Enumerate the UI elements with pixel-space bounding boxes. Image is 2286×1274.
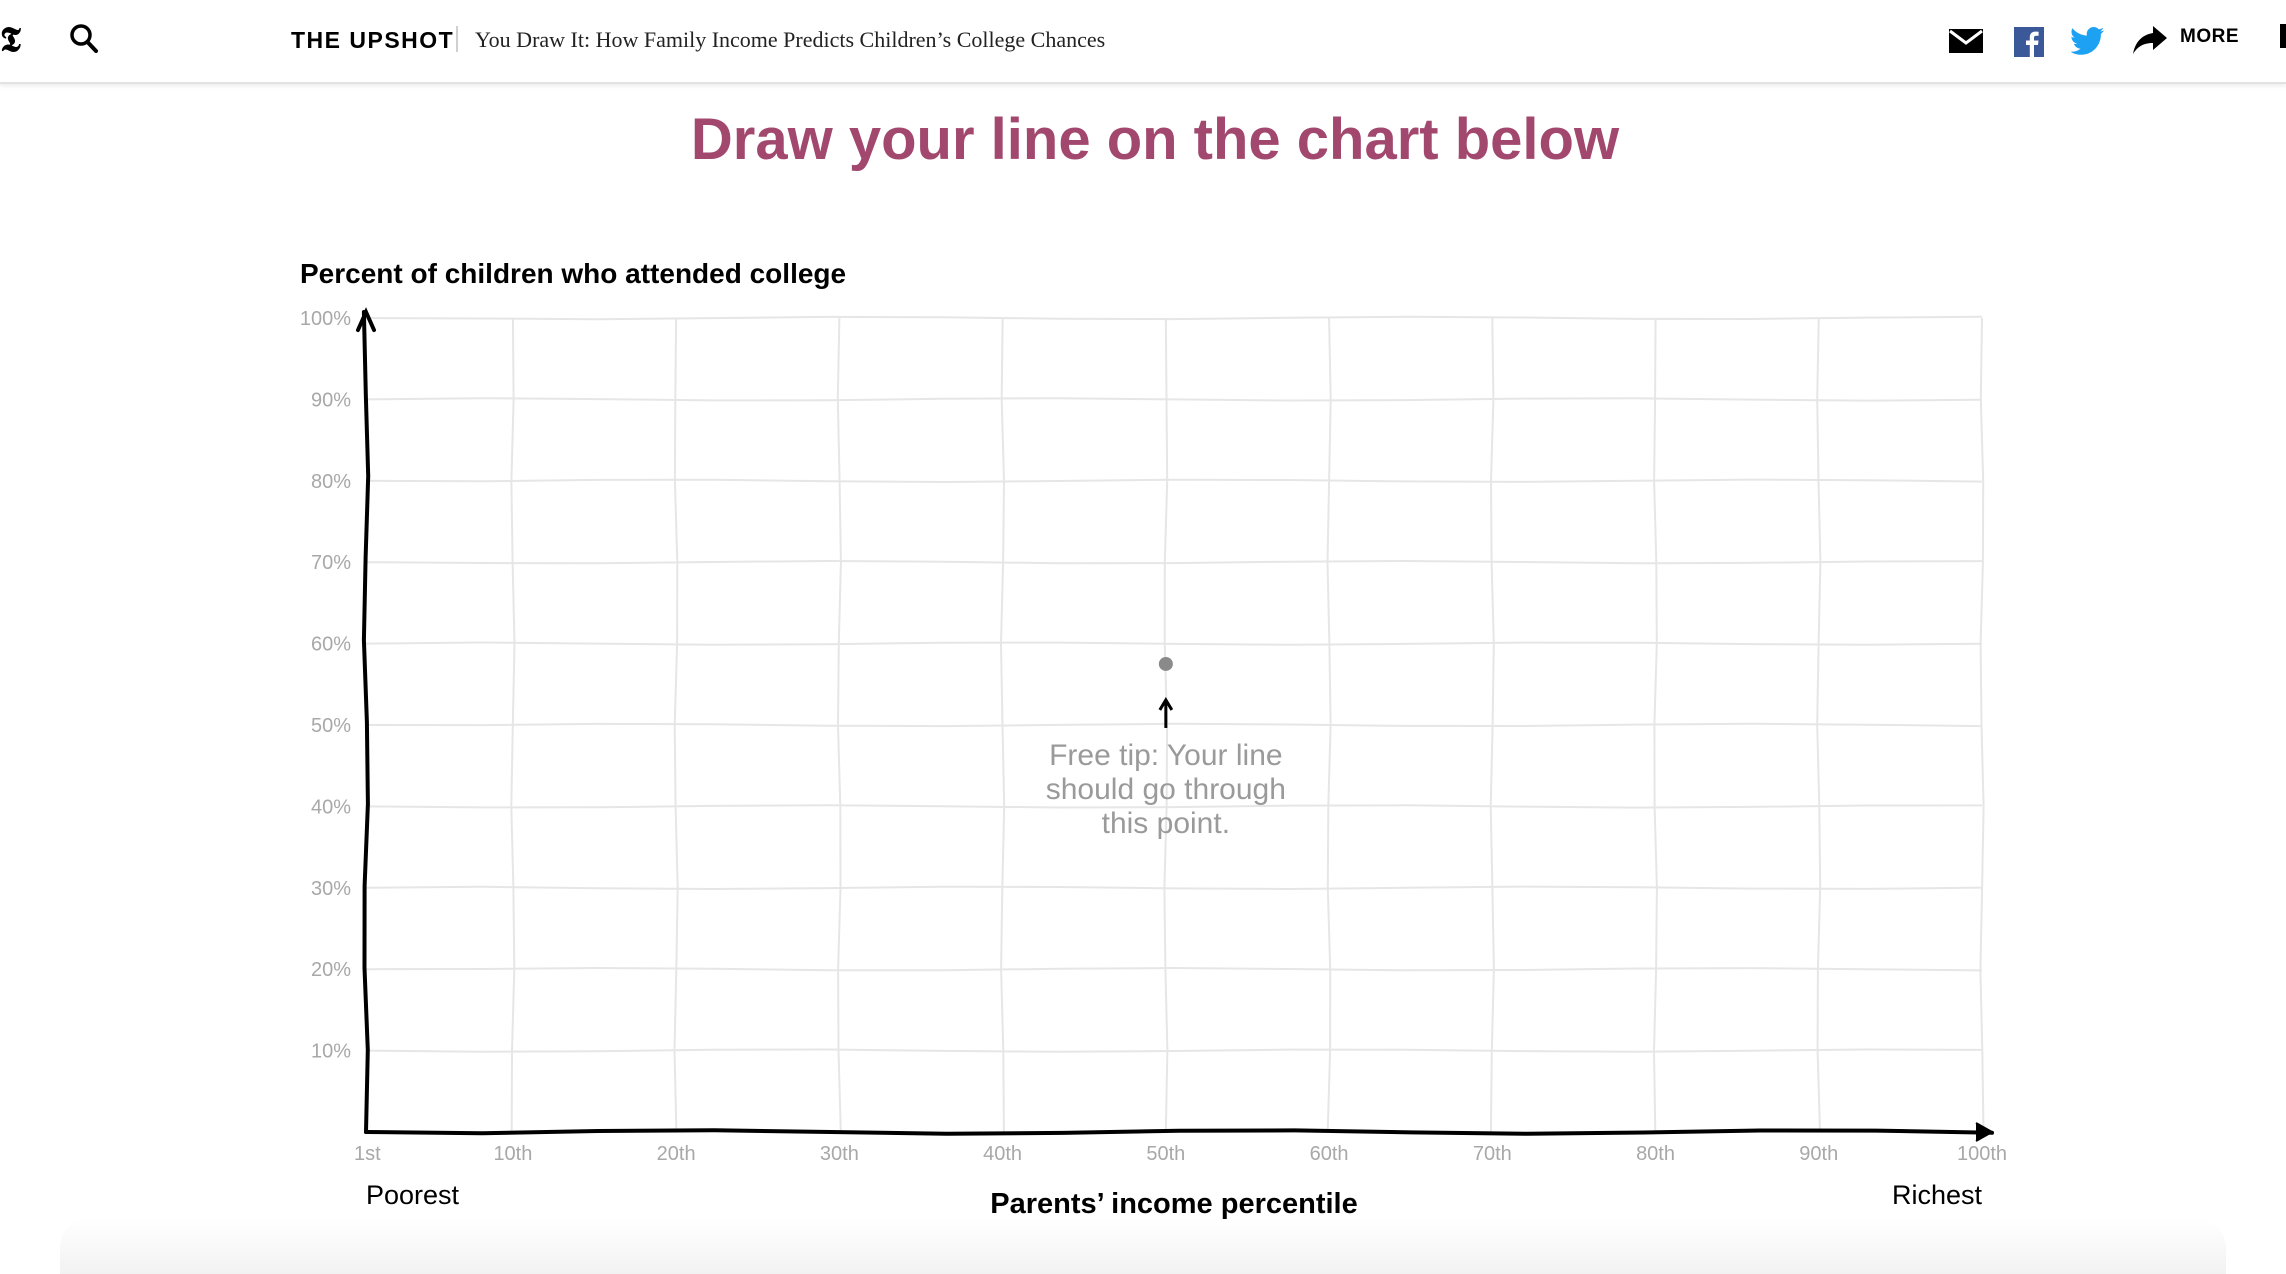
share-arrow-icon[interactable]: [2132, 24, 2168, 56]
x-tick-label: 1st: [354, 1143, 381, 1165]
twitter-icon[interactable]: [2071, 27, 2105, 55]
section-name[interactable]: THE UPSHOT: [291, 27, 455, 53]
chart-title: Percent of children who attended college: [300, 258, 846, 289]
y-tick-label: 50%: [311, 715, 351, 737]
hint-text-line: this point.: [1102, 807, 1230, 840]
x-tick-label: 40th: [983, 1143, 1022, 1165]
grid-line-horizontal: [365, 559, 1983, 565]
y-tick-label: 100%: [300, 308, 351, 330]
x-tick-label: 100th: [1957, 1143, 2007, 1165]
y-tick-label: 20%: [311, 959, 351, 981]
y-tick-label: 10%: [311, 1041, 351, 1063]
x-axis-line: [364, 1128, 1994, 1136]
y-axis-line: [361, 310, 371, 1134]
edge-mark: [2280, 24, 2286, 48]
hint-point: [1158, 656, 1173, 671]
draw-prompt: Draw your line on the chart below: [690, 107, 1620, 172]
x-tick-label: 70th: [1473, 1143, 1512, 1165]
grid-line-horizontal: [365, 804, 1983, 809]
x-tick-label: 80th: [1636, 1143, 1675, 1165]
grid-line-vertical: [1979, 317, 1985, 1133]
grid-line-horizontal: [365, 1048, 1983, 1053]
poorest-label: Poorest: [366, 1180, 460, 1210]
nyt-logo-icon[interactable]: 𝕿: [0, 20, 21, 60]
richest-label: Richest: [1892, 1180, 1983, 1210]
x-axis-arrowhead: [1975, 1122, 1993, 1142]
x-tick-label: 10th: [493, 1143, 532, 1165]
grid-line-horizontal: [365, 641, 1983, 646]
y-tick-label: 60%: [311, 634, 351, 656]
facebook-icon[interactable]: [2014, 27, 2044, 57]
x-tick-label: 20th: [657, 1143, 696, 1165]
y-tick-label: 30%: [311, 878, 351, 900]
grid-line-horizontal: [365, 885, 1983, 891]
y-tick-label: 70%: [311, 552, 351, 574]
grid-line-horizontal: [365, 315, 1983, 321]
x-tick-label: 50th: [1146, 1143, 1185, 1165]
y-tick-label: 40%: [311, 796, 351, 818]
bottom-shadow: [60, 1218, 2226, 1274]
grid-line-horizontal: [365, 722, 1983, 728]
hint-text-line: Free tip: Your line: [1049, 739, 1282, 772]
article-headline: You Draw It: How Family Income Predicts …: [475, 27, 1106, 52]
x-tick-label: 90th: [1799, 1143, 1838, 1165]
header-divider: [456, 26, 458, 52]
top-bar: 𝕿 THE UPSHOT You Draw It: How Family Inc…: [0, 0, 2286, 84]
y-tick-label: 90%: [311, 389, 351, 411]
grid-line-horizontal: [365, 478, 1983, 484]
grid-line-horizontal: [365, 966, 1983, 972]
mail-icon[interactable]: [1948, 27, 1984, 55]
y-tick-label: 80%: [311, 471, 351, 493]
grid-line-horizontal: [365, 397, 1983, 402]
x-axis-title: Parents’ income percentile: [990, 1188, 1357, 1220]
more-button[interactable]: MORE: [2180, 26, 2239, 47]
search-icon[interactable]: [68, 22, 100, 56]
x-tick-label: 60th: [1310, 1143, 1349, 1165]
x-tick-label: 30th: [820, 1143, 859, 1165]
hint-text-line: should go through: [1046, 773, 1286, 806]
hint-arrow-head: [1158, 697, 1174, 711]
y-axis-arrowhead: [356, 307, 376, 332]
